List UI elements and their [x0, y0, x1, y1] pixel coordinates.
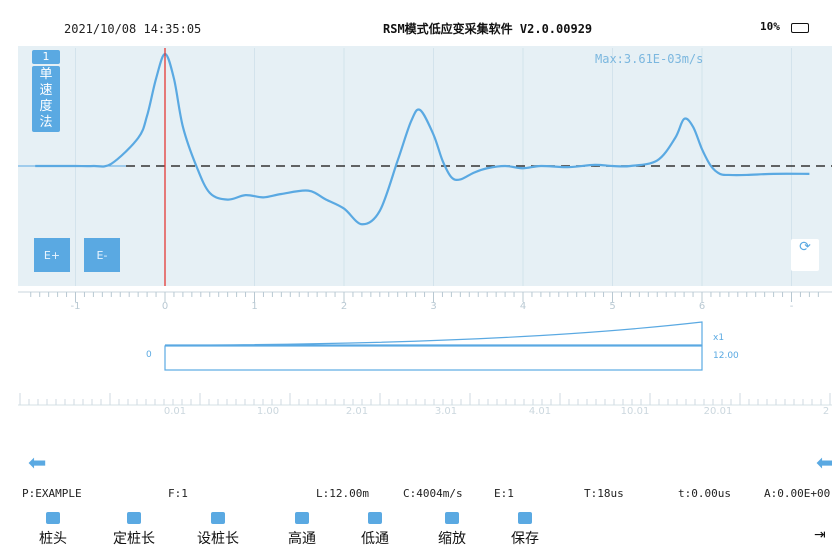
x-tick-label: 0	[162, 301, 168, 312]
save-icon	[518, 512, 532, 524]
bottom-toolbar: 桩头 定桩长 设桩长 高通 低通 缩放 保存	[18, 506, 832, 555]
zoom-icon	[445, 512, 459, 524]
x-tick-label: 1	[251, 301, 257, 312]
pile-body	[164, 345, 703, 371]
amp-label: A:0.00E+00	[764, 487, 831, 500]
lowpass-button[interactable]: 低通	[345, 512, 405, 548]
ruler-label: 2.01	[346, 406, 368, 417]
save-button[interactable]: 保存	[495, 512, 555, 548]
battery-icon	[791, 23, 809, 33]
app-title: RSM模式低应变采集软件 V2.0.00929	[383, 22, 593, 36]
lower-graphics: 0.01 1.00 2.01 3.01 4.01 10.01 20.01 2	[18, 321, 832, 417]
highpass-label: 高通	[288, 531, 316, 547]
grid-lines	[75, 48, 792, 286]
pile-zero-label: 0	[146, 350, 152, 360]
file-label: F:1	[168, 487, 188, 500]
pile-head-button[interactable]: 桩头	[23, 512, 83, 548]
ruler-label: 0.01	[164, 406, 186, 417]
ruler-label: 1.00	[257, 406, 279, 417]
zoom-button[interactable]: 缩放	[422, 512, 482, 548]
period-label: T:18us	[584, 487, 624, 500]
arrow-right-icon[interactable]: ⬅	[816, 451, 832, 476]
length-label: L:12.00m	[316, 487, 369, 500]
method-char-1: 单	[39, 67, 53, 82]
method-char-4: 法	[39, 115, 53, 130]
x-tick-label: 3	[430, 301, 436, 312]
e-minus-button[interactable]: E-	[84, 238, 120, 272]
datetime: 2021/10/08 14:35:05	[64, 22, 202, 36]
exit-icon[interactable]: ⇥	[814, 527, 826, 543]
set-length-button[interactable]: 设桩长	[188, 512, 248, 548]
time-label: t:0.00us	[678, 487, 731, 500]
exp-label: E:1	[494, 487, 514, 500]
x-tick-label: 4	[520, 301, 526, 312]
refresh-icon[interactable]: ⟳	[791, 239, 819, 271]
save-label: 保存	[511, 531, 539, 547]
method-char-3: 度	[39, 99, 53, 114]
method-tag[interactable]: 单 速 度 法	[32, 66, 60, 132]
x-tick-label: 6	[699, 301, 705, 312]
fix-length-label: 定桩长	[113, 531, 155, 547]
pile-length-label: 12.00	[713, 351, 739, 361]
velocity-waveform	[35, 52, 810, 226]
lowpass-label: 低通	[361, 531, 389, 547]
pile-scale-label: x1	[713, 333, 725, 343]
x-tick-label: -	[790, 301, 794, 312]
battery-percent: 10%	[760, 20, 780, 33]
x-tick-label: -1	[71, 301, 81, 312]
x-tick-label: 2	[341, 301, 347, 312]
project-label: P:EXAMPLE	[22, 487, 82, 500]
fix-length-button[interactable]: 定桩长	[104, 512, 164, 548]
zoom-label: 缩放	[438, 531, 466, 547]
ruler-label: 3.01	[435, 406, 457, 417]
channel-tag[interactable]: 1	[32, 50, 60, 64]
ruler-label: 20.01	[704, 406, 733, 417]
x-axis-ticks: -1 0 1 2 3 4 5 6 -	[18, 291, 832, 312]
ruler-label: 4.01	[529, 406, 551, 417]
ruler-label: 10.01	[621, 406, 650, 417]
left-edge	[0, 0, 18, 555]
status-bar: 2021/10/08 14:35:05 RSM模式低应变采集软件 V2.0.00…	[18, 0, 832, 46]
highpass-icon	[295, 512, 309, 524]
highpass-button[interactable]: 高通	[272, 512, 332, 548]
arrow-left-icon[interactable]: ⬅	[28, 451, 47, 476]
ruler-label: 2	[823, 406, 829, 417]
set-length-label: 设桩长	[197, 531, 239, 547]
pile-head-icon	[46, 512, 60, 524]
fix-length-icon	[127, 512, 141, 524]
pile-profile-curve	[164, 321, 703, 346]
e-plus-button[interactable]: E+	[34, 238, 70, 272]
set-length-icon	[211, 512, 225, 524]
pile-head-label: 桩头	[39, 531, 67, 547]
method-char-2: 速	[39, 83, 53, 98]
info-bar: P:EXAMPLE F:1 L:12.00m C:4004m/s E:1 T:1…	[18, 487, 832, 505]
lowpass-icon	[368, 512, 382, 524]
x-tick-label: 5	[609, 301, 615, 312]
speed-label: C:4004m/s	[403, 487, 463, 500]
max-label: Max:3.61E-03m/s	[595, 52, 704, 66]
